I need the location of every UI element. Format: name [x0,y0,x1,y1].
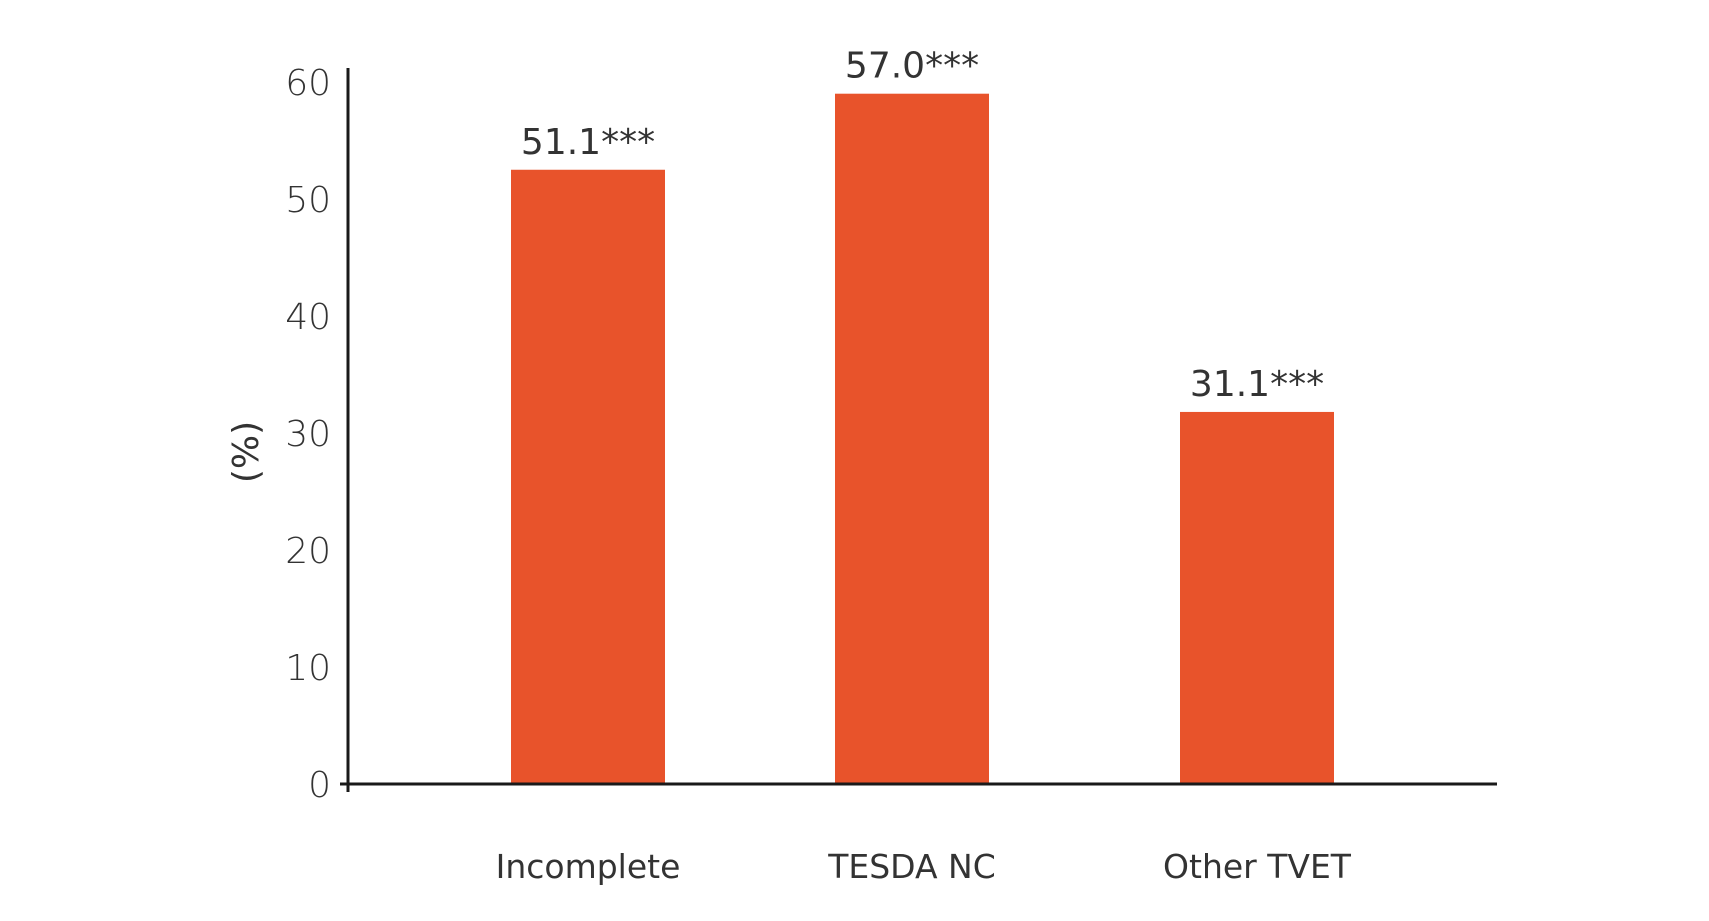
y-axis-title-group: (%) [226,421,267,483]
bar-incomplete [511,169,665,783]
data-label: 51.1*** [521,122,655,163]
y-axis-title: (%) [226,421,267,483]
bar-tesda-nc [835,93,989,783]
y-axis-ticks: 0 10 20 30 40 50 60 [285,63,331,806]
y-tick-label: 50 [285,180,331,221]
y-tick-label: 10 [285,648,331,689]
x-axis-category-labels: Incomplete TESDA NC Other TVET [496,847,1352,886]
y-tick-label: 0 [308,765,331,806]
y-tick-label: 30 [285,414,331,455]
data-label: 57.0*** [845,46,979,87]
bars [511,93,1334,783]
y-tick-label: 20 [285,531,331,572]
x-category-label: Incomplete [496,847,681,886]
x-category-label: Other TVET [1163,847,1352,886]
x-category-label: TESDA NC [827,847,996,886]
data-label: 31.1*** [1190,364,1324,405]
y-tick-label: 40 [285,297,331,338]
data-labels: 51.1*** 57.0*** 31.1*** [521,46,1324,405]
y-tick-label: 60 [285,63,331,104]
bar-other-tvet [1180,411,1334,783]
